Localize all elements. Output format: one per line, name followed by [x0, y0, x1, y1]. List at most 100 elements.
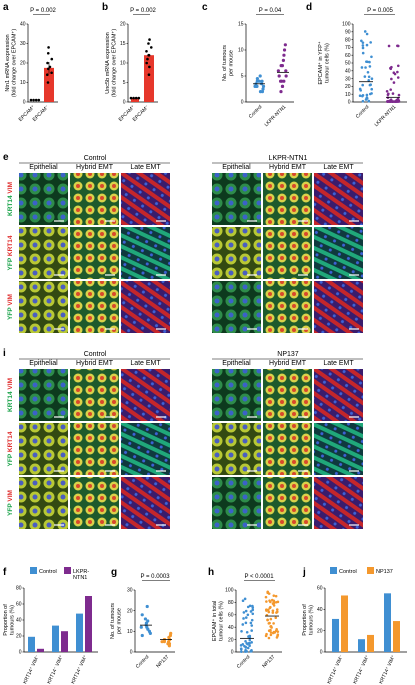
data-point	[149, 46, 153, 49]
data-point-control	[370, 55, 373, 59]
panel-label: a	[3, 2, 9, 13]
data-point-control	[244, 639, 247, 643]
data-point-control	[239, 644, 243, 647]
x-tick-label: NP137	[261, 654, 276, 669]
legend-line: LKPR-	[73, 569, 89, 575]
column-label: Late EMT	[323, 164, 354, 171]
y-tick-label: 5	[123, 80, 126, 86]
bar-control	[52, 625, 59, 652]
y-tick-label: 40	[228, 625, 234, 631]
bar-control	[28, 636, 35, 652]
data-point	[145, 50, 148, 53]
data-point-lkpr	[396, 97, 400, 101]
data-point-np137	[266, 591, 269, 595]
y-tick-label: 60	[16, 602, 22, 608]
data-point-control	[248, 604, 252, 608]
data-point-control	[361, 41, 365, 44]
micrograph	[314, 173, 363, 225]
panel-i: i Control NP137 Epithelial Hybrid EMT Late EM…	[3, 348, 363, 529]
data-point-np137	[271, 611, 275, 614]
data-point-np137	[264, 595, 268, 599]
y-axis-label-line: Proportion of	[302, 604, 308, 636]
y-tick-label: 0	[241, 100, 244, 106]
data-point-control	[361, 44, 365, 47]
data-point-lkpr	[283, 43, 287, 47]
data-point-control	[245, 650, 249, 653]
data-point-lkpr	[389, 66, 392, 70]
y-axis-label-line: No. of tumours	[222, 45, 228, 81]
legend-label: LKPR-NTN1	[73, 569, 89, 581]
data-point-control	[244, 609, 248, 613]
data-point	[47, 46, 50, 49]
bar-epcam-neg	[144, 55, 154, 102]
data-point	[37, 98, 41, 102]
y-tick-label: 15	[238, 22, 244, 28]
data-point	[134, 96, 138, 100]
y-tick-label: 80	[345, 37, 351, 43]
data-point-np137	[267, 636, 271, 640]
data-point-control	[140, 633, 144, 638]
data-point-lkpr	[392, 81, 396, 84]
data-point-np137	[169, 631, 173, 636]
data-point-lkpr	[396, 64, 400, 68]
bar-np137	[393, 621, 400, 652]
data-point	[34, 98, 38, 102]
row-label-green: YFP	[7, 306, 14, 320]
y-axis-label-line: Unc5b mRNA expression	[105, 32, 111, 93]
y-tick-label: 60	[228, 613, 234, 619]
micrograph	[212, 281, 261, 333]
micrograph	[212, 227, 261, 279]
y-axis-label-line: per mouse	[229, 50, 235, 76]
row-label-green: YFP	[7, 256, 14, 270]
data-point-control	[361, 51, 365, 55]
data-point-control	[258, 74, 262, 78]
micrograph	[70, 477, 119, 529]
data-point-control	[245, 630, 249, 634]
data-point-lkpr	[387, 44, 391, 48]
data-point	[145, 61, 148, 65]
data-point-control	[361, 83, 364, 87]
data-point-control	[365, 43, 369, 47]
column-label: Epithelial	[29, 360, 58, 367]
legend-label: NP137	[376, 569, 393, 575]
data-point	[147, 73, 151, 76]
data-point-control	[246, 613, 250, 617]
data-point-control	[250, 618, 254, 622]
data-point-control	[365, 93, 369, 97]
data-point-control	[367, 78, 370, 82]
micrograph	[19, 227, 68, 279]
data-point	[46, 61, 49, 65]
y-tick-label: 40	[317, 607, 323, 613]
column-label: Hybrid EMT	[269, 164, 307, 171]
data-point-lkpr	[396, 76, 400, 79]
p-value: P = 0.0003	[140, 574, 170, 580]
y-axis-label-line: tumours (%)	[10, 605, 16, 635]
y-axis-label-line: Ntn1 mRNA expression	[5, 34, 11, 91]
data-point-np137	[271, 609, 275, 612]
data-point-control	[251, 604, 254, 608]
x-tick-label: Control	[135, 654, 151, 670]
micrograph	[121, 173, 170, 225]
p-value: P = 0.002	[130, 8, 156, 14]
p-value: P < 0.0001	[244, 574, 274, 580]
row-label-green: KRT14	[7, 390, 14, 412]
data-point-control	[143, 617, 148, 621]
data-point-control	[365, 32, 369, 36]
data-point-control	[361, 46, 365, 50]
micrograph	[19, 173, 68, 225]
data-point-lkpr	[280, 84, 285, 88]
y-tick-label: 30	[127, 588, 133, 594]
data-point	[32, 98, 35, 102]
micrograph	[314, 423, 363, 475]
micrograph	[263, 281, 312, 333]
data-point	[146, 57, 149, 61]
y-tick-label: 20	[228, 637, 234, 643]
y-tick-label: 70	[345, 45, 351, 51]
column-label: Hybrid EMT	[76, 164, 114, 171]
data-point-control	[248, 644, 251, 648]
y-tick-label: 20	[120, 22, 126, 28]
data-point-np137	[275, 608, 279, 611]
y-axis-label-line: tumour cells (%)	[219, 601, 225, 641]
